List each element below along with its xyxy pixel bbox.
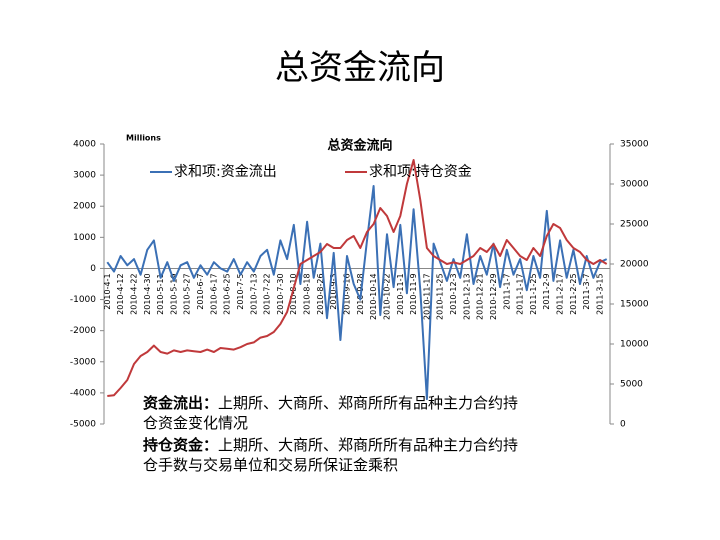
y-tick-label: 0 [90,264,96,274]
x-tick-label: 2011-1-17 [516,273,525,314]
y2-tick-label: 15000 [620,300,649,310]
x-tick-label: 2010-5-11 [156,273,165,314]
x-tick-label: 2010-4-30 [143,273,152,314]
legend-label: 求和项:资金流出 [174,164,277,180]
y-tick-label: -2000 [70,326,96,336]
slide-title: 总资金流向 [275,48,445,88]
x-tick-label: 2010-8-26 [316,273,325,314]
note-text: 上期所、大商所、郑商所所有品种主力合约持仓手数与交易单位和交易所保证金乘积 [143,436,519,474]
legend-label: 求和项:持仓资金 [369,164,472,180]
y-tick-label: -1000 [70,295,96,305]
x-tick-label: 2010-12-13 [462,273,471,320]
x-tick-label: 2010-4-12 [116,273,125,314]
y-unit: Millions [126,134,161,143]
y-tick-label: 2000 [73,202,96,212]
chart-title: 总资金流向 [327,138,392,154]
notes: 资金流出：上期所、大商所、郑商所所有品种主力合约持仓资金变化情况 持仓资金：上期所… [143,393,528,477]
y2-tick-label: 25000 [620,220,649,230]
x-tick-label: 2010-12-3 [449,273,458,314]
x-tick-label: 2010-7-13 [249,273,258,314]
y2-tick-label: 5000 [620,380,643,390]
x-tick-label: 2010-5-19 [169,273,178,314]
x-tick-label: 2010-11-17 [422,273,431,320]
x-tick-label: 2011-3-15 [596,273,605,314]
note: 资金流出：上期所、大商所、郑商所所有品种主力合约持仓资金变化情况 [143,393,528,433]
x-tick-label: 2010-7-5 [236,273,245,309]
line-series [106,185,608,401]
x-tick-label: 2010-8-10 [289,273,298,314]
x-tick-label: 2010-7-22 [263,273,272,314]
x-tick-label: 2010-4-1 [103,273,112,309]
x-tick-label: 2010-12-21 [476,273,485,320]
x-tick-label: 2011-1-7 [502,273,511,309]
y-tick-label: -3000 [70,357,96,367]
y-tick-label: -4000 [70,388,96,398]
x-tick-label: 2010-11-25 [436,273,445,320]
note-label: 资金流出： [143,394,219,412]
y2-tick-label: 35000 [620,140,649,150]
x-tick-label: 2011-3-7 [582,273,591,309]
x-tick-label: 2010-12-29 [489,273,498,320]
y2-tick-label: 20000 [620,260,649,270]
x-tick-label: 2011-2-9 [542,273,551,309]
y2-tick-label: 0 [620,420,626,430]
note: 持仓资金：上期所、大商所、郑商所所有品种主力合约持仓手数与交易单位和交易所保证金… [143,435,528,475]
note-label: 持仓资金： [143,436,219,454]
x-tick-label: 2011-2-17 [556,273,565,314]
x-tick-label: 2010-9-16 [343,273,352,314]
x-tick-label: 2010-5-27 [183,273,192,314]
x-tick-label: 2010-9-3 [329,273,338,309]
x-tick-label: 2010-11-1 [396,273,405,314]
y-tick-label: 3000 [73,171,96,181]
y-tick-label: 4000 [73,140,96,150]
x-tick-label: 2010-10-22 [382,273,391,320]
x-tick-label: 2011-1-25 [529,273,538,314]
x-tick-label: 2010-8-18 [303,273,312,314]
x-tick-label: 2010-6-25 [223,273,232,314]
line-series [107,159,608,397]
y-tick-label: 1000 [73,233,96,243]
x-tick-label: 2010-7-30 [276,273,285,314]
y-tick-label: -5000 [70,420,96,430]
note-text: 上期所、大商所、郑商所所有品种主力合约持仓资金变化情况 [143,394,519,432]
x-tick-label: 2010-10-14 [369,273,378,320]
x-tick-label: 2010-11-9 [409,273,418,314]
x-tick-label: 2010-4-22 [129,273,138,314]
x-tick-label: 2010-6-17 [209,273,218,314]
y2-tick-label: 30000 [620,180,649,190]
x-tick-label: 2011-2-25 [569,273,578,314]
x-tick-label: 2010-6-7 [196,273,205,309]
y2-tick-label: 10000 [620,340,649,350]
